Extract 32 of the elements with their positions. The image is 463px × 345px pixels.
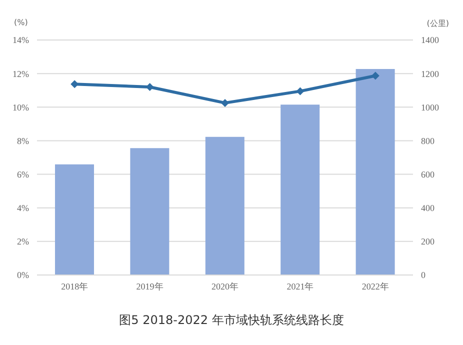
bar xyxy=(205,136,244,275)
y2-axis-title: (公里) xyxy=(426,18,449,29)
y-tick-label: 10% xyxy=(12,102,30,112)
point xyxy=(221,98,229,107)
x-tick-label: 2022年 xyxy=(362,281,389,292)
y-tick-label: 14% xyxy=(12,35,30,46)
bar xyxy=(356,69,395,275)
y-tick-label: 2% xyxy=(17,236,30,247)
x-tick-label: 2021年 xyxy=(286,281,314,292)
y2-tick-label: 0 xyxy=(421,270,426,280)
y2-tick-label: 400 xyxy=(421,203,435,214)
point xyxy=(296,87,304,96)
y2-tick-label: 800 xyxy=(421,136,435,146)
y-tick-label: 8% xyxy=(17,136,30,146)
bar xyxy=(280,104,320,275)
x-tick-label: 2020年 xyxy=(212,281,238,292)
y-axis-title: (%) xyxy=(14,18,28,27)
x-tick-label: 2018年 xyxy=(61,281,88,292)
y-tick-label: 4% xyxy=(17,203,30,214)
bar xyxy=(130,148,170,275)
y2-tick-label: 600 xyxy=(421,169,435,180)
y2-tick-label: 200 xyxy=(421,236,435,247)
y-tick-label: 6% xyxy=(17,169,30,180)
x-tick-label: 2019年 xyxy=(136,281,164,292)
point xyxy=(371,72,380,80)
y2-tick-label: 1400 xyxy=(421,35,440,46)
y-tick-label: 0% xyxy=(17,270,30,280)
y-tick-label: 12% xyxy=(12,68,30,79)
y2-tick-label: 1000 xyxy=(421,102,440,112)
bar xyxy=(55,164,94,275)
y2-tick-label: 1200 xyxy=(421,68,440,79)
text: 图5 2018-2022 年市域快轨系统线路长度 xyxy=(118,312,345,329)
